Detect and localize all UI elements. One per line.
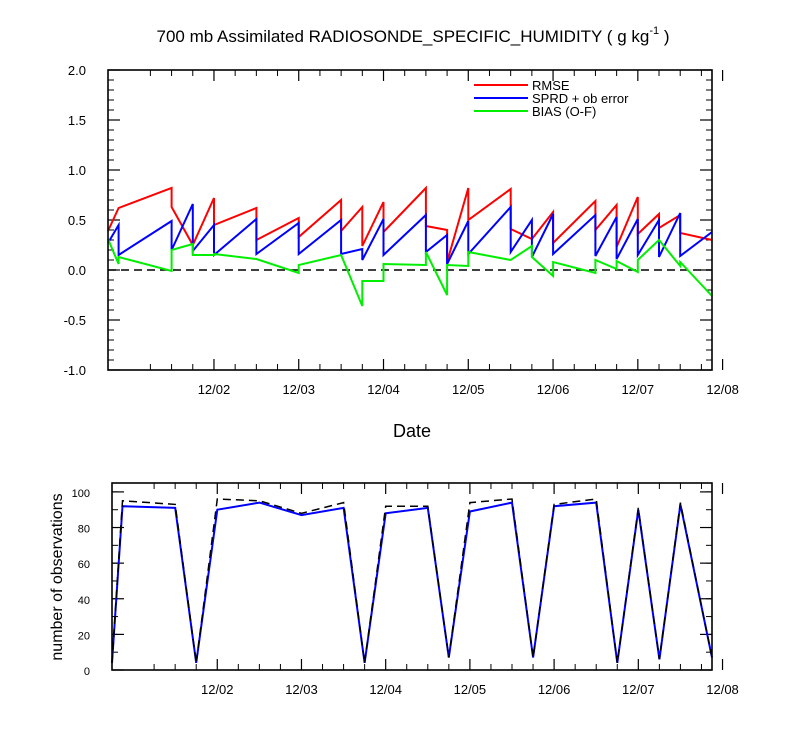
legend-label: RMSE <box>532 78 570 93</box>
y-tick-label: 0 <box>84 666 90 678</box>
x-axis-label: Date <box>393 421 431 441</box>
x-tick-label: 12/04 <box>369 682 402 697</box>
x-tick-label: 12/06 <box>537 382 570 397</box>
y-tick-label: 40 <box>78 595 90 607</box>
x-tick-label: 12/03 <box>282 382 315 397</box>
series-line-rmse <box>107 185 713 263</box>
y-tick-label: -1.0 <box>64 363 86 378</box>
x-tick-label: 12/02 <box>201 682 234 697</box>
x-tick-label: 12/08 <box>706 382 739 397</box>
bottom-axes: 12/02 12/03 12/04 12/05 12/06 12/07 12/08 100 80… <box>72 483 739 697</box>
y-tick-label: 60 <box>78 559 90 571</box>
x-tick-label: 12/07 <box>622 382 655 397</box>
legend-label: BIAS (O-F) <box>532 104 596 119</box>
y-tick-label: 20 <box>78 630 90 642</box>
top-plot-frame <box>107 69 713 371</box>
y-tick-label: 0.0 <box>68 263 86 278</box>
chart-title: 700 mb Assimilated RADIOSONDE_SPECIFIC_H… <box>157 25 670 46</box>
top-axes: 12/02 12/03 12/04 12/05 12/06 12/07 12/08 2.0 1.… <box>64 63 739 397</box>
series-line-possible <box>111 498 713 664</box>
x-tick-label: 12/07 <box>622 682 655 697</box>
top-panel: 700 mb Assimilated RADIOSONDE_SPECIFIC_H… <box>64 25 739 441</box>
y-tick-label: 1.5 <box>68 113 86 128</box>
x-tick-label: 12/05 <box>454 682 487 697</box>
y-tick-label: 80 <box>78 524 90 536</box>
bottom-series-group <box>111 498 713 664</box>
x-tick-label: 12/03 <box>285 682 318 697</box>
series-line-bias-o-f <box>107 238 713 307</box>
series-line-used <box>111 501 713 664</box>
y-tick-label: 1.0 <box>68 163 86 178</box>
y-axis-label-observations: number of observations <box>49 493 66 660</box>
x-tick-label: 12/08 <box>706 682 739 697</box>
bottom-panel: 12/02 12/03 12/04 12/05 12/06 12/07 12/08 100 80… <box>49 482 739 697</box>
x-tick-label: 12/06 <box>538 682 571 697</box>
y-tick-label: 2.0 <box>68 63 86 78</box>
bottom-plot-frame <box>111 482 713 671</box>
legend-label: SPRD + ob error <box>532 91 629 106</box>
y-tick-label: -0.5 <box>64 313 86 328</box>
series-line-sprd-ob-error <box>107 203 713 265</box>
x-tick-label: 12/05 <box>452 382 485 397</box>
y-tick-label: 100 <box>72 488 90 500</box>
x-tick-label: 12/02 <box>198 382 231 397</box>
y-tick-label: 0.5 <box>68 213 86 228</box>
top-series-group <box>107 185 713 307</box>
x-tick-label: 12/04 <box>367 382 400 397</box>
